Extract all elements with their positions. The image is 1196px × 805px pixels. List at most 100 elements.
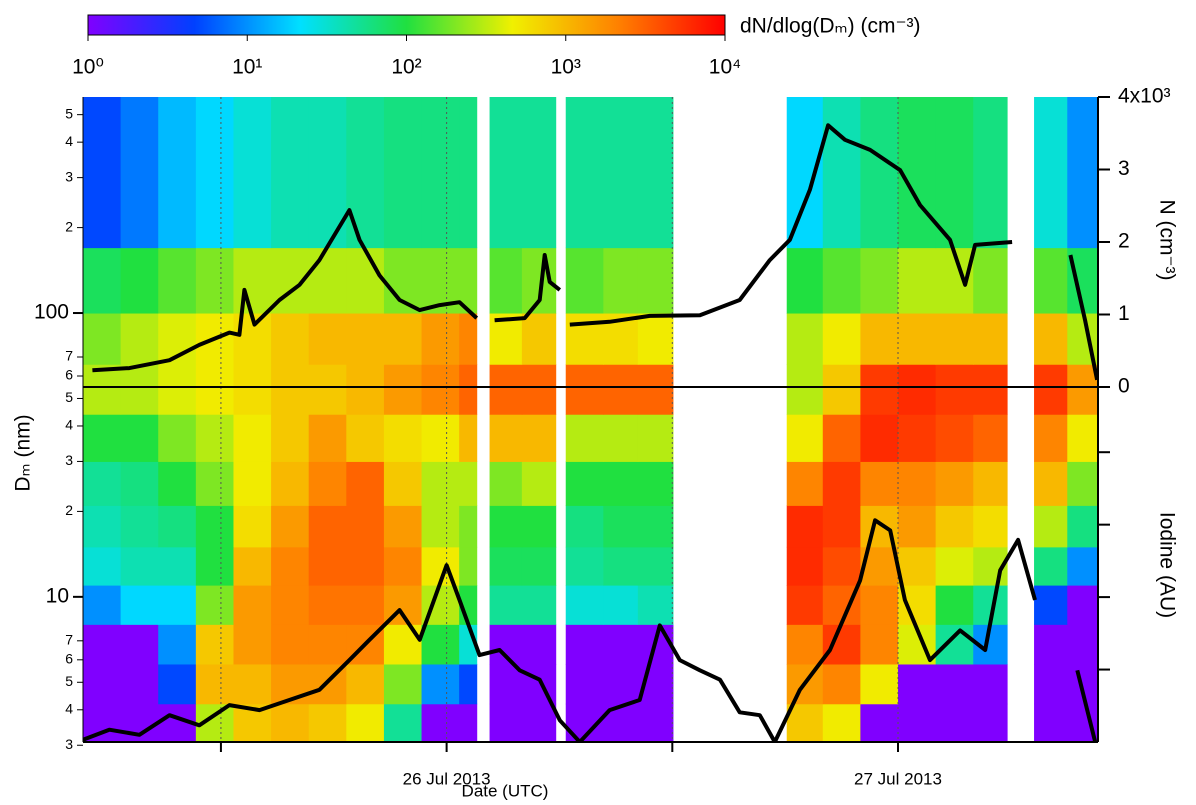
- heat-cell: [860, 461, 899, 506]
- heat-cell: [346, 414, 385, 462]
- heat-cell: [822, 461, 861, 506]
- heat-cell: [158, 461, 197, 506]
- colorbar-tick-label: 10⁰: [72, 56, 104, 79]
- y-tick-label: 7: [65, 632, 73, 648]
- heat-cell: [935, 703, 974, 742]
- heat-cell: [120, 97, 159, 249]
- heat-cell: [521, 505, 557, 548]
- heat-cell: [786, 364, 824, 415]
- y-tick-label: 10: [46, 584, 69, 607]
- lines: [83, 123, 1098, 742]
- heat-cell: [822, 414, 861, 462]
- y2-tick-label: 1: [1118, 302, 1130, 325]
- heat-cell: [898, 505, 937, 548]
- heat-cell: [1067, 624, 1098, 665]
- heat-cell: [195, 505, 234, 548]
- heat-cell: [158, 624, 197, 665]
- heat-cell: [195, 247, 234, 314]
- heat-cell: [565, 414, 604, 462]
- heat-cell: [898, 546, 937, 586]
- heat-cell: [271, 624, 310, 665]
- heat-cell: [233, 624, 272, 665]
- heat-cell: [935, 313, 974, 365]
- heat-cell: [459, 414, 478, 462]
- colorbar-tick-label: 10⁴: [709, 56, 741, 79]
- heat-cell: [860, 414, 899, 462]
- heat-cell: [898, 364, 937, 415]
- heat-cell: [308, 546, 347, 586]
- x-axis-title: Date (UTC): [462, 781, 549, 800]
- heat-cell: [973, 364, 1008, 415]
- heat-cell: [459, 247, 478, 314]
- y-tick-label: 6: [65, 367, 73, 383]
- heat-cell: [822, 97, 861, 249]
- heat-cell: [565, 247, 604, 314]
- heat-cell: [521, 313, 557, 365]
- heat-cell: [860, 313, 899, 365]
- heat-cell: [158, 663, 197, 705]
- heat-cell: [421, 313, 460, 365]
- heat-cell: [383, 364, 423, 415]
- heat-cell: [158, 97, 197, 249]
- heat-cell: [860, 585, 899, 625]
- y-tick-label: 5: [65, 389, 73, 405]
- heat-cell: [935, 505, 974, 548]
- heat-cell: [346, 313, 385, 365]
- heat-cell: [637, 585, 674, 625]
- heatmap: [83, 97, 1098, 742]
- heat-cell: [1034, 364, 1068, 415]
- heat-cell: [120, 247, 159, 314]
- heat-cell: [786, 585, 824, 625]
- heat-cell: [822, 624, 861, 665]
- x-tick-label: 26 Jul 2013: [403, 769, 491, 788]
- heat-cell: [786, 247, 824, 314]
- heat-cell: [459, 505, 478, 548]
- heat-cell: [1034, 624, 1068, 665]
- heat-cell: [459, 546, 478, 586]
- heat-cell: [158, 414, 197, 462]
- heat-cell: [83, 364, 122, 415]
- heat-cell: [346, 546, 385, 586]
- heat-cell: [1067, 461, 1098, 506]
- heat-cell: [603, 461, 639, 506]
- heat-cell: [120, 313, 159, 365]
- heat-cell: [489, 414, 523, 462]
- heat-cell: [822, 505, 861, 548]
- heat-cell: [383, 97, 423, 249]
- heat-cell: [1034, 414, 1068, 462]
- heat-cell: [898, 247, 937, 314]
- heat-cell: [271, 313, 310, 365]
- heat-cell: [158, 585, 197, 625]
- heat-cell: [860, 663, 899, 705]
- heat-cell: [565, 624, 604, 665]
- colorbar: [87, 14, 726, 36]
- heat-cell: [603, 97, 639, 249]
- heat-cell: [346, 247, 385, 314]
- y-tick-label: 3: [65, 736, 73, 752]
- heat-cell: [860, 247, 899, 314]
- heat-cell: [1034, 505, 1068, 548]
- colorbar-tick-label: 10³: [551, 56, 581, 79]
- heat-cell: [83, 97, 122, 249]
- heat-cell: [383, 624, 423, 665]
- heat-cell: [195, 461, 234, 506]
- heat-cell: [822, 313, 861, 365]
- heat-cell: [603, 624, 639, 665]
- heat-cell: [158, 364, 197, 415]
- heat-cell: [521, 461, 557, 506]
- heat-cell: [565, 461, 604, 506]
- heat-cell: [521, 364, 557, 415]
- heat-cell: [346, 97, 385, 249]
- y-tick-label: 3: [65, 168, 73, 184]
- heat-cell: [565, 97, 604, 249]
- heat-cell: [1067, 414, 1098, 462]
- heat-cell: [489, 585, 523, 625]
- heat-cell: [637, 703, 674, 742]
- heat-cell: [120, 414, 159, 462]
- heat-cell: [233, 461, 272, 506]
- heat-cell: [83, 663, 122, 705]
- y-tick-label: 3: [65, 452, 73, 468]
- heat-cell: [822, 546, 861, 586]
- heat-cell: [459, 663, 478, 705]
